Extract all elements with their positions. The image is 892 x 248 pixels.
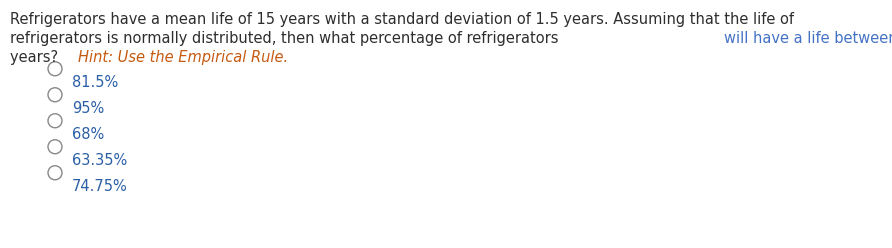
- Text: Hint: Use the Empirical Rule.: Hint: Use the Empirical Rule.: [78, 50, 288, 65]
- Text: 63.35%: 63.35%: [72, 153, 128, 168]
- Text: refrigerators is normally distributed, then what percentage of refrigerators: refrigerators is normally distributed, t…: [10, 31, 563, 46]
- Text: 74.75%: 74.75%: [72, 179, 128, 194]
- Text: will have a life between 12 and 16.5: will have a life between 12 and 16.5: [723, 31, 892, 46]
- Text: Refrigerators have a mean life of 15 years with a standard deviation of 1.5 year: Refrigerators have a mean life of 15 yea…: [10, 12, 794, 27]
- Text: years?: years?: [10, 50, 62, 65]
- Text: 68%: 68%: [72, 127, 104, 142]
- Text: 95%: 95%: [72, 101, 104, 116]
- Text: 81.5%: 81.5%: [72, 75, 119, 90]
